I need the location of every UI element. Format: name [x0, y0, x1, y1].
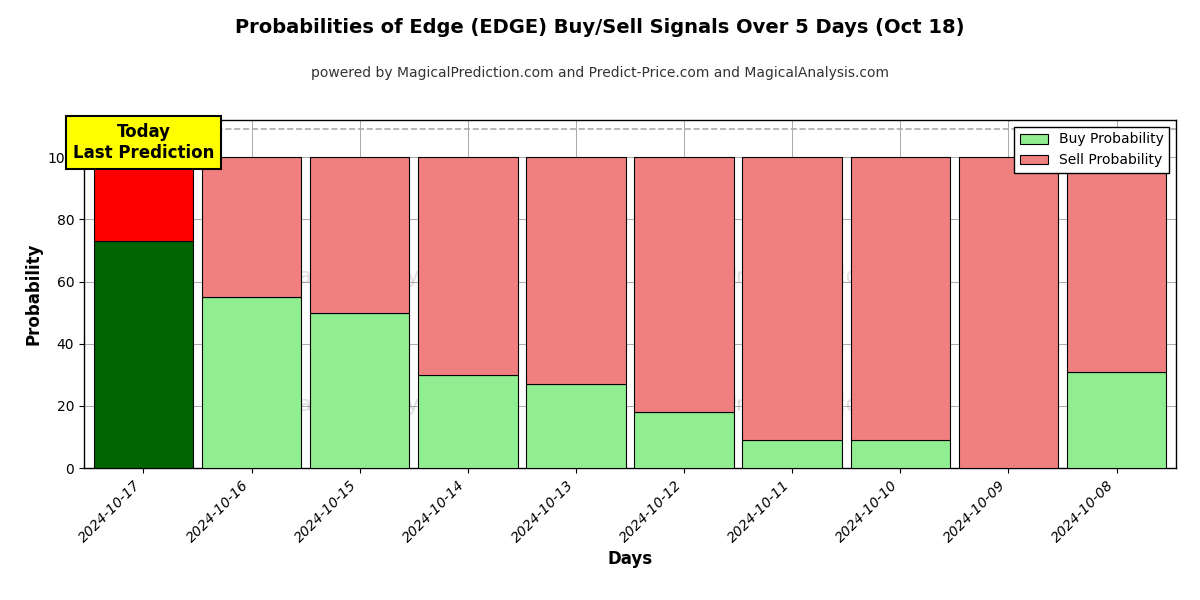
Bar — [743, 157, 842, 440]
Bar — [310, 157, 409, 313]
Text: powered by MagicalPrediction.com and Predict-Price.com and MagicalAnalysis.com: powered by MagicalPrediction.com and Pre… — [311, 66, 889, 80]
Bar — [959, 157, 1058, 468]
Bar — [1067, 371, 1166, 468]
Bar — [418, 157, 517, 375]
Text: MagicalAnalysis.com: MagicalAnalysis.com — [281, 266, 498, 287]
Text: MagicalAnalysis.com: MagicalAnalysis.com — [281, 395, 498, 415]
Y-axis label: Probability: Probability — [24, 243, 42, 345]
Bar — [743, 440, 842, 468]
Bar — [418, 375, 517, 468]
Text: MagicalPrediction.com: MagicalPrediction.com — [643, 266, 878, 287]
Bar — [1067, 157, 1166, 371]
Legend: Buy Probability, Sell Probability: Buy Probability, Sell Probability — [1014, 127, 1169, 173]
Bar — [202, 297, 301, 468]
X-axis label: Days: Days — [607, 550, 653, 568]
Bar — [202, 157, 301, 297]
Bar — [635, 157, 733, 412]
Bar — [851, 157, 950, 440]
Text: Today
Last Prediction: Today Last Prediction — [73, 123, 214, 162]
Text: MagicalPrediction.com: MagicalPrediction.com — [643, 395, 878, 415]
Bar — [527, 157, 625, 384]
Bar — [94, 241, 193, 468]
Bar — [851, 440, 950, 468]
Bar — [635, 412, 733, 468]
Bar — [310, 313, 409, 468]
Bar — [527, 384, 625, 468]
Text: Probabilities of Edge (EDGE) Buy/Sell Signals Over 5 Days (Oct 18): Probabilities of Edge (EDGE) Buy/Sell Si… — [235, 18, 965, 37]
Bar — [94, 157, 193, 241]
